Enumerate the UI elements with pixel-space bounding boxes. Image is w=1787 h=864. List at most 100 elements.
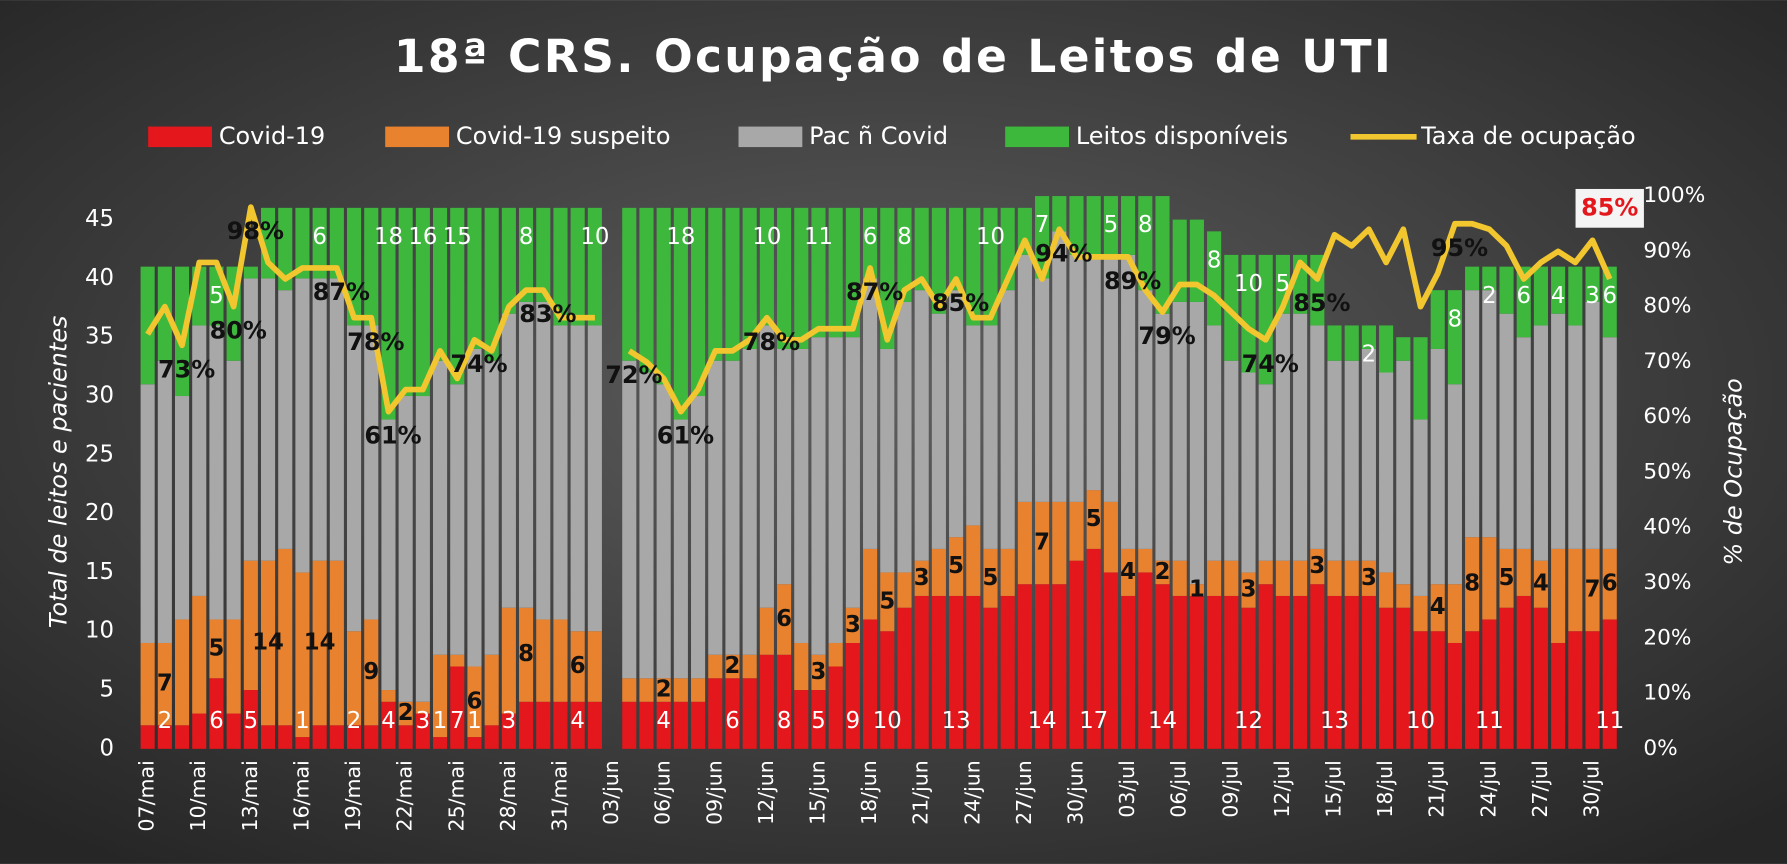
y-tick-label: 35 xyxy=(85,324,114,350)
bar-segment xyxy=(1516,548,1531,596)
data-label: 13 xyxy=(1320,708,1349,734)
y-tick-label: 5 xyxy=(99,677,114,703)
bar-segment xyxy=(347,325,362,632)
bar-segment xyxy=(1172,595,1187,749)
chart-title: 18ª CRS. Ocupação de Leitos de UTI xyxy=(394,30,1393,83)
bar-segment xyxy=(1465,266,1480,291)
bar-segment xyxy=(725,678,740,749)
bar-segment xyxy=(295,737,310,749)
bar-segment xyxy=(1499,548,1514,608)
data-label: 2 xyxy=(656,677,672,703)
rate-label: 98% xyxy=(227,217,284,245)
bar-segment xyxy=(484,725,499,749)
x-tick-label: 07/mai xyxy=(135,760,159,831)
bar-segment xyxy=(433,737,448,749)
rate-label: 85% xyxy=(932,289,989,317)
data-label: 8 xyxy=(519,224,534,250)
bar-segment xyxy=(1207,231,1222,326)
bar-segment xyxy=(863,278,878,549)
bar-segment xyxy=(966,325,981,526)
bar-segment xyxy=(1430,584,1445,632)
bar-segment xyxy=(622,701,637,749)
bar-segment xyxy=(1413,419,1428,596)
bar-segment xyxy=(708,360,723,655)
rate-label: 61% xyxy=(657,422,714,450)
y2-tick-label: 20% xyxy=(1643,625,1691,650)
bar-segment xyxy=(553,325,568,620)
rate-label: 83% xyxy=(519,300,576,328)
bar-segment xyxy=(1086,196,1101,255)
bar-segment xyxy=(1327,595,1342,749)
bar-segment xyxy=(1035,584,1050,749)
bar-segment xyxy=(1585,548,1600,632)
bar-segment xyxy=(536,207,551,302)
bar-segment xyxy=(1052,584,1067,749)
y-tick-label: 10 xyxy=(85,618,114,644)
bar-segment xyxy=(1121,196,1136,255)
bar-segment xyxy=(1551,642,1566,749)
bar-segment xyxy=(673,207,688,420)
bar-segment xyxy=(347,207,362,326)
x-tick-label: 12/jun xyxy=(754,760,778,825)
data-label: 10 xyxy=(1234,271,1263,297)
data-label: 14 xyxy=(1148,708,1177,734)
bar-segment xyxy=(501,207,516,314)
legend-swatch xyxy=(385,126,450,148)
bar-segment xyxy=(1086,548,1101,749)
data-label: 12 xyxy=(1234,708,1263,734)
data-label: 17 xyxy=(1079,708,1108,734)
x-tick-label: 09/jul xyxy=(1218,760,1242,817)
bar-segment xyxy=(1172,560,1187,596)
rate-label: 87% xyxy=(313,278,370,306)
bar-segment xyxy=(1241,254,1256,373)
bar-segment xyxy=(157,360,172,643)
bar-segment xyxy=(845,337,860,608)
bar-segment xyxy=(140,642,155,726)
bar-segment xyxy=(450,654,465,667)
rate-label: 95% xyxy=(1431,234,1488,262)
bar-segment xyxy=(708,207,723,361)
bar-segment xyxy=(1052,196,1067,232)
bar-segment xyxy=(450,207,465,385)
bar-segment xyxy=(656,701,671,749)
bar-segment xyxy=(949,595,964,749)
bar-segment xyxy=(742,654,757,679)
data-label: 4 xyxy=(570,708,585,734)
bar-segment xyxy=(1551,266,1566,314)
legend-label: Taxa de ocupação xyxy=(1420,122,1635,150)
bar-segment xyxy=(725,360,740,655)
rate-label: 74% xyxy=(450,350,507,378)
bar-segment xyxy=(1430,290,1445,349)
data-label: 6 xyxy=(467,688,483,714)
x-tick-label: 22/mai xyxy=(393,760,417,831)
data-label: 6 xyxy=(1602,283,1617,309)
bar-segment xyxy=(931,595,946,749)
data-label: 8 xyxy=(1207,248,1222,274)
bar-segment xyxy=(501,713,516,749)
bar-segment xyxy=(1327,360,1342,561)
bar-segment xyxy=(226,619,241,714)
data-label: 2 xyxy=(398,700,414,726)
y2-tick-label: 0% xyxy=(1643,736,1677,761)
data-label: 5 xyxy=(244,708,259,734)
bar-segment xyxy=(880,572,895,632)
data-label: 11 xyxy=(1595,708,1624,734)
data-label: 6 xyxy=(209,708,224,734)
bar-segment xyxy=(1172,219,1187,302)
bar-segment xyxy=(1602,548,1617,620)
bar-segment xyxy=(226,713,241,749)
bar-segment xyxy=(1379,372,1394,573)
data-label: 18 xyxy=(666,224,695,250)
data-label: 3 xyxy=(1309,553,1325,579)
data-label: 7 xyxy=(1585,577,1601,603)
bar-segment xyxy=(1207,325,1222,561)
bar-segment xyxy=(639,701,654,749)
bar-segment xyxy=(1258,254,1273,385)
bar-segment xyxy=(209,678,224,749)
bar-segment xyxy=(794,642,809,691)
data-label: 1 xyxy=(295,708,310,734)
bar-segment xyxy=(140,384,155,643)
data-label: 4 xyxy=(1533,571,1549,597)
bar-segment xyxy=(1568,325,1583,549)
rate-label: 73% xyxy=(158,355,215,383)
